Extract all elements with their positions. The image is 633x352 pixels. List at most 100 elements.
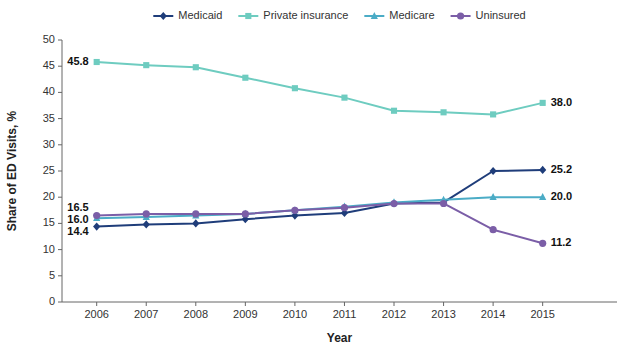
x-tick: [443, 302, 444, 306]
marker: [291, 206, 298, 213]
marker: [441, 109, 447, 115]
y-tick-label: 25: [43, 164, 55, 176]
chart: 0510152025303540455020062007200820092010…: [0, 0, 633, 352]
y-tick-label: 30: [43, 138, 55, 150]
series: [94, 59, 546, 118]
marker: [341, 95, 347, 101]
axes: 0510152025303540455020062007200820092010…: [43, 33, 617, 320]
data-label: 20.0: [551, 190, 572, 202]
marker: [291, 207, 298, 214]
page: {"chart_data": { "type": "line", "x": [2…: [0, 0, 633, 352]
series-line: [97, 197, 543, 218]
marker: [245, 13, 251, 19]
x-tick: [394, 302, 395, 306]
y-tick: [58, 249, 62, 250]
x-tick: [542, 302, 543, 306]
x-axis-title: Year: [327, 331, 353, 345]
x-tick-label: 2007: [134, 308, 158, 320]
marker: [490, 226, 497, 233]
x-tick: [493, 302, 494, 306]
marker: [192, 210, 199, 217]
marker: [192, 219, 199, 227]
marker: [93, 212, 100, 219]
series: [93, 193, 546, 221]
y-tick-label: 15: [43, 216, 55, 228]
x-tick-label: 2015: [530, 308, 554, 320]
x-tick: [195, 302, 196, 306]
marker: [160, 12, 167, 20]
data-label: 16.5: [67, 201, 88, 213]
y-tick: [58, 302, 62, 303]
y-tick: [58, 275, 62, 276]
marker: [440, 200, 447, 207]
data-label: 45.8: [67, 55, 88, 67]
series-line: [97, 62, 543, 114]
value-labels: 14.4 25.2 45.8 38.0 16.0 20.0 16.5 11.2: [67, 55, 572, 248]
marker: [457, 12, 464, 19]
x-tick-label: 2008: [184, 308, 208, 320]
marker: [143, 220, 150, 228]
y-tick: [58, 144, 62, 145]
plot-area: [93, 59, 546, 247]
legend: Medicaid Private insurance Medicare Uninsur…: [153, 9, 525, 21]
legend-label: Uninsured: [476, 9, 526, 21]
marker: [539, 193, 546, 200]
x-tick-label: 2014: [481, 308, 505, 320]
marker: [193, 64, 199, 70]
y-tick: [58, 40, 62, 41]
data-label: 25.2: [551, 163, 572, 175]
legend-label: Medicaid: [178, 9, 222, 21]
marker: [391, 108, 397, 114]
marker: [539, 166, 546, 174]
y-tick-label: 10: [43, 243, 55, 255]
legend-label: Medicare: [389, 9, 434, 21]
legend-item: Medicare: [364, 9, 434, 21]
y-tick-label: 45: [43, 59, 55, 71]
marker: [242, 210, 249, 217]
series-line: [97, 203, 543, 243]
x-tick: [344, 302, 345, 306]
data-label: 11.2: [551, 236, 572, 248]
series-line: [97, 170, 543, 227]
data-label: 14.4: [67, 225, 89, 237]
data-label: 38.0: [551, 96, 572, 108]
x-tick-label: 2009: [233, 308, 257, 320]
legend-item: Uninsured: [451, 9, 526, 21]
marker: [539, 240, 546, 247]
marker: [292, 85, 298, 91]
marker: [93, 222, 100, 230]
y-tick: [58, 118, 62, 119]
marker: [540, 100, 546, 106]
marker: [490, 111, 496, 117]
legend-item: Private insurance: [238, 9, 348, 21]
y-tick: [58, 92, 62, 93]
y-tick-label: 40: [43, 85, 55, 97]
y-tick: [58, 197, 62, 198]
x-tick-label: 2013: [431, 308, 455, 320]
y-tick-label: 50: [43, 33, 55, 45]
x-tick: [245, 302, 246, 306]
marker: [490, 193, 497, 200]
marker: [390, 199, 397, 207]
marker: [490, 167, 497, 175]
marker: [143, 210, 150, 217]
marker: [143, 62, 149, 68]
marker: [390, 200, 397, 207]
y-tick-label: 0: [49, 295, 55, 307]
legend-label: Private insurance: [263, 9, 348, 21]
x-tick: [294, 302, 295, 306]
x-tick-label: 2006: [84, 308, 108, 320]
y-tick: [58, 66, 62, 67]
legend-item: Medicaid: [153, 9, 222, 21]
y-tick: [58, 223, 62, 224]
y-tick-label: 20: [43, 190, 55, 202]
x-tick-label: 2010: [283, 308, 307, 320]
marker: [94, 59, 100, 65]
x-axis-line: [62, 302, 617, 303]
y-tick-label: 35: [43, 112, 55, 124]
data-label: 16.0: [67, 213, 88, 225]
x-tick-label: 2011: [333, 308, 357, 320]
x-tick: [146, 302, 147, 306]
y-axis-title: Share of ED Visits, %: [5, 110, 19, 231]
series: [93, 200, 546, 247]
